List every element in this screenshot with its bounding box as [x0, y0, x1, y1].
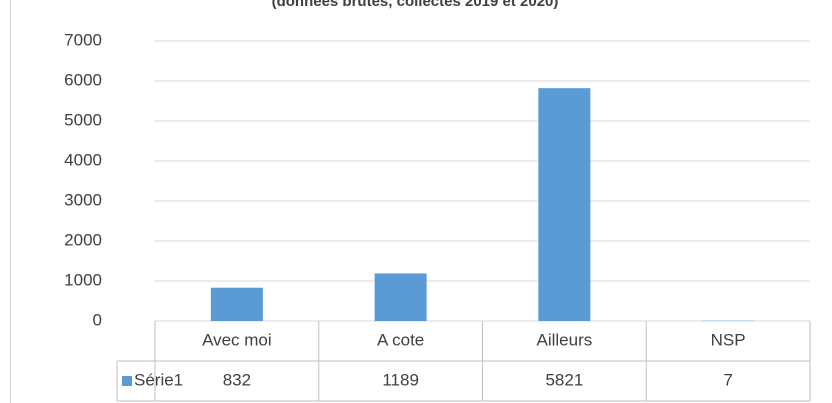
- y-tick-label: 6000: [64, 70, 102, 89]
- y-tick-label: 5000: [64, 110, 102, 129]
- table-value: 5821: [545, 370, 583, 389]
- legend-label: Série1: [134, 370, 183, 389]
- y-tick-label: 1000: [64, 270, 102, 289]
- y-tick-label: 4000: [64, 150, 102, 169]
- y-tick-label: 7000: [64, 30, 102, 49]
- table-value: 832: [223, 370, 251, 389]
- x-tick-label: Avec moi: [202, 330, 272, 349]
- x-tick-label: A cote: [377, 330, 424, 349]
- bar: [538, 88, 591, 321]
- bar: [210, 287, 263, 321]
- y-tick-label: 2000: [64, 230, 102, 249]
- legend-key: [122, 376, 132, 386]
- table-value: 1189: [382, 370, 419, 389]
- y-tick-label: 0: [93, 310, 102, 329]
- y-tick-label: 3000: [64, 190, 102, 209]
- chart-title: (données brutes, collectés 2019 et 2020): [272, 0, 559, 10]
- table-value: 7: [723, 370, 732, 389]
- x-tick-label: NSP: [711, 330, 746, 349]
- x-tick-label: Ailleurs: [537, 330, 593, 349]
- bar: [374, 273, 427, 321]
